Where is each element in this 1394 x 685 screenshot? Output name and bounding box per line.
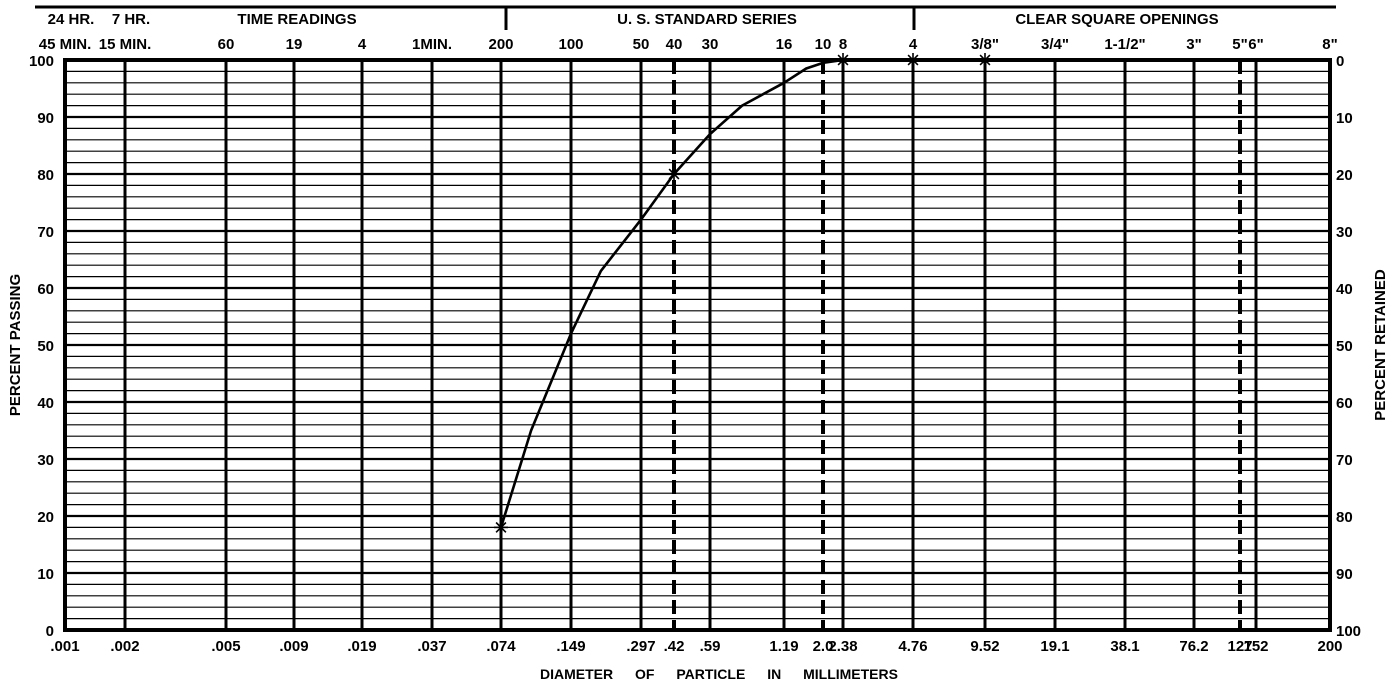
star-stroke bbox=[495, 521, 507, 533]
header-size-label: 6" bbox=[1248, 36, 1263, 53]
y-tick-label-right: 60 bbox=[1336, 395, 1353, 412]
header-size-label: 15 MIN. bbox=[99, 36, 152, 53]
star-stroke bbox=[668, 168, 680, 180]
header-size-label: 60 bbox=[218, 36, 235, 53]
x-tick-label: .149 bbox=[556, 638, 585, 655]
x-tick-label: .005 bbox=[211, 638, 240, 655]
y-tick-label-right: 90 bbox=[1336, 566, 1353, 583]
star-marker bbox=[494, 520, 508, 535]
header-size-label: 16 bbox=[776, 36, 793, 53]
y-tick-label-left: 90 bbox=[37, 110, 54, 127]
tick-labels: .001 .002 .005 .009 .019 .037 .074 .149 .297 .42.… bbox=[29, 53, 1361, 655]
header-size-label: 1-1/2" bbox=[1104, 36, 1145, 53]
x-tick-label: .297 bbox=[626, 638, 655, 655]
y-tick-label-right: 50 bbox=[1336, 338, 1353, 355]
star-marker bbox=[836, 53, 850, 67]
y-axis-label-left: PERCENT PASSING bbox=[7, 274, 24, 416]
header-size-label: 1MIN. bbox=[412, 36, 452, 53]
x-tick-label: 2.38 bbox=[828, 638, 857, 655]
y-tick-label-right: 70 bbox=[1336, 452, 1353, 469]
header-size-label: 4 bbox=[358, 36, 367, 53]
x-tick-label: 200 bbox=[1317, 638, 1342, 655]
y-tick-label-right: 40 bbox=[1336, 281, 1353, 298]
star-stroke bbox=[907, 54, 919, 66]
x-tick-label: 4.76 bbox=[898, 638, 927, 655]
x-tick-label: .019 bbox=[347, 638, 376, 655]
y-tick-label-right: 20 bbox=[1336, 167, 1353, 184]
header-size-label: 5" bbox=[1232, 36, 1247, 53]
y-tick-label-right: 30 bbox=[1336, 224, 1353, 241]
header-size-label: 19 bbox=[286, 36, 303, 53]
x-tick-label: 1.19 bbox=[769, 638, 798, 655]
header-time-label: 7 HR. bbox=[112, 11, 150, 28]
x-tick-label: .074 bbox=[486, 638, 516, 655]
x-tick-label: 152 bbox=[1243, 638, 1268, 655]
header-time-label: 24 HR. bbox=[48, 11, 95, 28]
x-tick-label: 127 bbox=[1227, 638, 1252, 655]
x-tick-label: 9.52 bbox=[970, 638, 999, 655]
y-axis-label-right: PERCENT RETAINED bbox=[1372, 269, 1389, 421]
x-tick-label: 19.1 bbox=[1040, 638, 1069, 655]
header-size-label: 30 bbox=[702, 36, 719, 53]
header-size-label: 8" bbox=[1322, 36, 1337, 53]
x-tick-label: 38.1 bbox=[1110, 638, 1139, 655]
y-tick-label-left: 0 bbox=[46, 623, 54, 640]
y-tick-label-left: 50 bbox=[37, 338, 54, 355]
star-marker bbox=[978, 53, 992, 67]
header-size-label: 45 MIN. bbox=[39, 36, 92, 53]
header-size-label: 10 bbox=[815, 36, 832, 53]
header-size-label: 50 bbox=[633, 36, 650, 53]
data-markers bbox=[494, 53, 992, 535]
y-tick-label-left: 100 bbox=[29, 53, 54, 70]
y-tick-label-left: 40 bbox=[37, 395, 54, 412]
y-tick-label-left: 10 bbox=[37, 566, 54, 583]
star-stroke bbox=[979, 54, 991, 66]
header-size-label: 40 bbox=[666, 36, 683, 53]
y-tick-label-left: 20 bbox=[37, 509, 54, 526]
axes: PERCENT PASSING PERCENT RETAINED DIAMETE… bbox=[7, 58, 1389, 682]
header-clear-square-openings: CLEAR SQUARE OPENINGS bbox=[1015, 11, 1218, 28]
y-tick-label-right: 100 bbox=[1336, 623, 1361, 640]
header-size-label: 4 bbox=[909, 36, 918, 53]
x-tick-label: .002 bbox=[110, 638, 139, 655]
header-size-label: 200 bbox=[488, 36, 513, 53]
star-stroke bbox=[837, 54, 849, 66]
header-size-label: 3/8" bbox=[971, 36, 999, 53]
header-size-label: 8 bbox=[839, 36, 847, 53]
x-tick-label: .037 bbox=[417, 638, 446, 655]
x-tick-label: .42 bbox=[664, 638, 685, 655]
header-size-label: 3" bbox=[1186, 36, 1201, 53]
y-tick-label-left: 70 bbox=[37, 224, 54, 241]
grid bbox=[65, 70, 1330, 620]
x-tick-label: .001 bbox=[50, 638, 79, 655]
y-tick-label-left: 60 bbox=[37, 281, 54, 298]
header-size-label: 100 bbox=[558, 36, 583, 53]
star-marker bbox=[667, 167, 681, 181]
plot-frame bbox=[63, 58, 1332, 632]
header-time-readings: TIME READINGS bbox=[237, 11, 356, 28]
y-tick-label-right: 0 bbox=[1336, 53, 1344, 70]
y-tick-label-right: 10 bbox=[1336, 110, 1353, 127]
y-tick-label-left: 80 bbox=[37, 167, 54, 184]
y-tick-label-left: 30 bbox=[37, 452, 54, 469]
x-tick-label: 2.0 bbox=[813, 638, 834, 655]
header-labels: TIME READINGS U. S. STANDARD SERIES CLEA… bbox=[35, 5, 1338, 53]
x-tick-label: 76.2 bbox=[1179, 638, 1208, 655]
x-tick-label: .009 bbox=[279, 638, 308, 655]
y-tick-label-right: 80 bbox=[1336, 509, 1353, 526]
x-tick-label: .59 bbox=[700, 638, 721, 655]
header-size-label: 3/4" bbox=[1041, 36, 1069, 53]
star-marker bbox=[906, 53, 920, 67]
x-axis-label: DIAMETER OF PARTICLE IN MILLIMETERS bbox=[540, 666, 898, 682]
header-us-standard-series: U. S. STANDARD SERIES bbox=[617, 11, 797, 28]
